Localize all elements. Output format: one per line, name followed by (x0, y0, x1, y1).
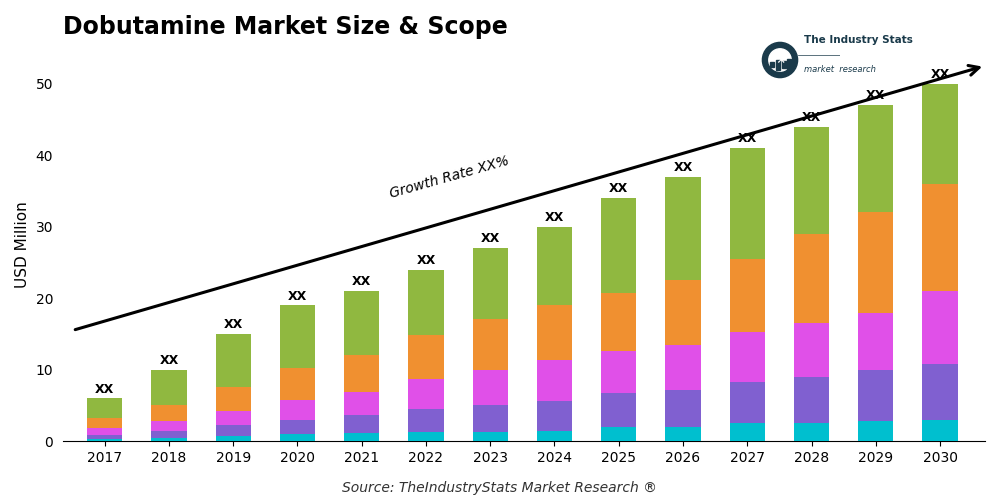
Bar (537, 360, 572, 401)
Bar (280, 420, 315, 434)
Text: XX: XX (95, 382, 114, 396)
Bar (858, 212, 893, 312)
Bar (601, 292, 636, 351)
Bar (87, 435, 122, 439)
Bar (730, 424, 765, 442)
Bar (87, 439, 122, 442)
Text: XX: XX (288, 290, 307, 302)
Bar (280, 368, 315, 400)
Bar (408, 270, 444, 334)
Text: XX: XX (481, 232, 500, 245)
Text: XX: XX (609, 182, 628, 195)
Bar (216, 334, 251, 387)
Bar (922, 364, 958, 420)
Bar (280, 434, 315, 442)
Bar (601, 351, 636, 393)
Circle shape (762, 42, 798, 78)
Bar (280, 400, 315, 420)
Text: XX: XX (416, 254, 436, 267)
Y-axis label: USD Million: USD Million (15, 201, 30, 288)
Bar (787, 59, 791, 71)
Bar (922, 420, 958, 442)
Bar (537, 432, 572, 442)
Bar (730, 148, 765, 259)
Bar (922, 291, 958, 364)
Bar (344, 354, 379, 392)
Bar (858, 422, 893, 442)
Text: ⚒: ⚒ (775, 55, 785, 65)
Bar (665, 176, 701, 280)
Bar (922, 84, 958, 184)
Bar (537, 304, 572, 360)
Bar (665, 280, 701, 345)
Bar (794, 377, 829, 424)
Bar (601, 198, 636, 292)
Bar (408, 432, 444, 442)
Bar (473, 405, 508, 432)
Bar (730, 259, 765, 332)
Text: XX: XX (545, 211, 564, 224)
Text: XX: XX (352, 275, 371, 288)
Bar (151, 438, 187, 442)
Bar (344, 392, 379, 415)
Bar (858, 370, 893, 422)
Text: Dobutamine Market Size & Scope: Dobutamine Market Size & Scope (63, 15, 508, 39)
Bar (858, 312, 893, 370)
Bar (216, 436, 251, 442)
Bar (87, 418, 122, 428)
Bar (665, 390, 701, 427)
Bar (151, 370, 187, 405)
Bar (770, 62, 774, 67)
Bar (858, 105, 893, 212)
Bar (408, 334, 444, 379)
Bar (473, 432, 508, 442)
Text: Growth Rate XX%: Growth Rate XX% (388, 154, 511, 200)
Bar (794, 424, 829, 442)
Bar (537, 226, 572, 304)
Bar (87, 398, 122, 418)
Bar (537, 400, 572, 432)
Circle shape (769, 49, 791, 71)
Bar (794, 324, 829, 377)
Text: market  research: market research (804, 65, 876, 74)
Bar (216, 410, 251, 425)
Bar (730, 382, 765, 424)
Bar (730, 332, 765, 382)
Bar (665, 346, 701, 390)
Text: XX: XX (930, 68, 950, 81)
Bar (344, 415, 379, 432)
Bar (601, 392, 636, 427)
Bar (344, 291, 379, 354)
Bar (794, 234, 829, 324)
Bar (408, 379, 444, 409)
Text: The Industry Stats: The Industry Stats (804, 35, 913, 45)
Bar (87, 428, 122, 435)
Text: XX: XX (738, 132, 757, 145)
Bar (776, 60, 780, 70)
Bar (922, 184, 958, 291)
Text: XX: XX (802, 110, 821, 124)
Text: XX: XX (673, 161, 693, 174)
Bar (344, 432, 379, 442)
Text: XX: XX (224, 318, 243, 331)
Bar (151, 405, 187, 421)
Bar (473, 370, 508, 405)
Bar (216, 387, 251, 410)
Text: XX: XX (159, 354, 179, 367)
Bar (473, 248, 508, 319)
Bar (782, 61, 786, 68)
Bar (601, 427, 636, 442)
Bar (665, 427, 701, 442)
Bar (794, 126, 829, 234)
Text: XX: XX (866, 89, 885, 102)
Bar (473, 319, 508, 370)
Bar (280, 306, 315, 368)
Bar (151, 430, 187, 438)
Text: Source: TheIndustryStats Market Research ®: Source: TheIndustryStats Market Research… (342, 481, 658, 495)
Bar (408, 409, 444, 432)
Bar (151, 422, 187, 430)
Bar (216, 425, 251, 436)
